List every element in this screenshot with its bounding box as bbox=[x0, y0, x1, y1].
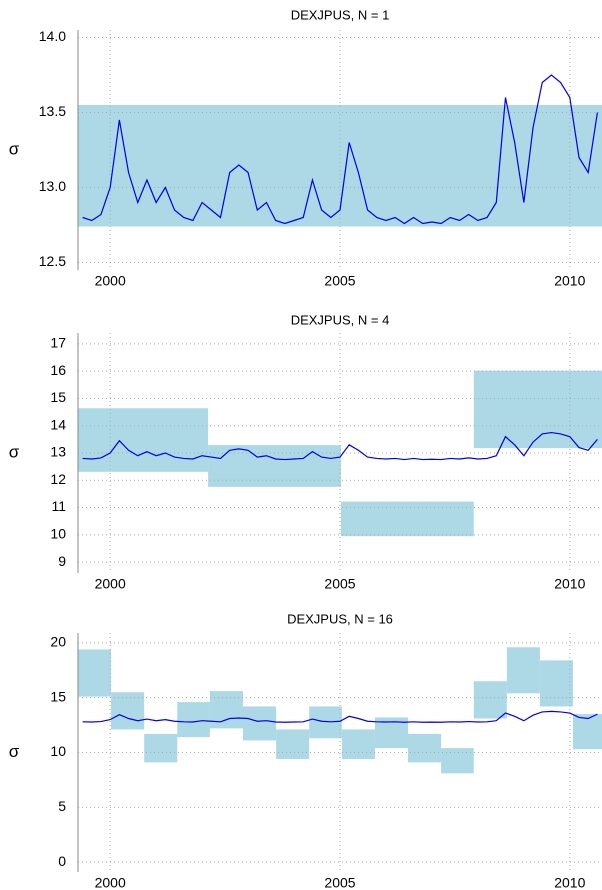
sigma-box bbox=[309, 706, 342, 739]
x-tick-label: 2010 bbox=[554, 576, 585, 592]
sigma-box bbox=[209, 691, 244, 729]
y-tick-label: 16 bbox=[50, 362, 66, 378]
sigma-box bbox=[441, 748, 474, 774]
sigma-box bbox=[78, 408, 209, 472]
y-tick-label: 0 bbox=[58, 853, 66, 869]
y-tick-label: 15 bbox=[50, 389, 66, 405]
y-tick-label: 20 bbox=[50, 634, 66, 650]
y-tick-label: 10 bbox=[50, 526, 66, 542]
x-tick-label: 2000 bbox=[95, 875, 126, 890]
y-tick-label: 10 bbox=[50, 743, 66, 759]
x-tick-label: 2005 bbox=[324, 875, 355, 890]
y-axis-label: σ bbox=[9, 139, 20, 158]
y-tick-label: 15 bbox=[50, 688, 66, 704]
y-tick-label: 17 bbox=[50, 335, 66, 351]
y-tick-label: 13.5 bbox=[39, 103, 66, 119]
sigma-box bbox=[473, 370, 602, 449]
sigma-box bbox=[177, 702, 210, 738]
panel: DEXJPUS, N = 16 σ 0 5 10 15 20 2000 2005 2010 bbox=[9, 611, 602, 890]
sigma-box bbox=[340, 501, 474, 537]
y-tick-label: 5 bbox=[58, 798, 66, 814]
y-tick-label: 11 bbox=[51, 498, 66, 514]
chart-title: DEXJPUS, N = 16 bbox=[287, 611, 393, 626]
x-tick-label: 2010 bbox=[554, 273, 585, 289]
sigma-box bbox=[506, 647, 540, 694]
y-axis-label: σ bbox=[9, 742, 20, 761]
series-line bbox=[82, 710, 598, 723]
series-line bbox=[82, 431, 598, 461]
sigma-box bbox=[243, 706, 277, 741]
sigma-box bbox=[78, 649, 112, 697]
sigma-box bbox=[341, 729, 375, 760]
chart-title: DEXJPUS, N = 1 bbox=[291, 7, 390, 22]
sigma-box bbox=[111, 692, 145, 730]
panel: DEXJPUS, N = 1 σ 12.5 13.0 13.5 14.0 2000 2005 2… bbox=[9, 7, 602, 289]
x-tick-label: 2005 bbox=[324, 576, 355, 592]
y-tick-label: 14 bbox=[50, 416, 66, 432]
series-line bbox=[82, 74, 598, 225]
x-tick-label: 2010 bbox=[554, 875, 585, 890]
y-tick-label: 14.0 bbox=[39, 28, 66, 44]
panel: DEXJPUS, N = 4 σ 9 10 11 12 13 14 15 16 17 2000 2005… bbox=[9, 312, 602, 592]
y-tick-label: 9 bbox=[58, 553, 66, 569]
y-axis-label: σ bbox=[9, 442, 20, 461]
x-tick-label: 2000 bbox=[95, 576, 126, 592]
y-tick-label: 13 bbox=[50, 444, 66, 460]
sigma-box bbox=[573, 714, 602, 750]
sigma-box bbox=[276, 729, 310, 760]
sigma-box bbox=[473, 681, 507, 719]
y-tick-label: 13.0 bbox=[39, 178, 66, 194]
y-tick-label: 12 bbox=[50, 471, 66, 487]
x-tick-label: 2005 bbox=[324, 273, 355, 289]
sigma-box bbox=[144, 733, 178, 763]
sigma-box bbox=[408, 733, 442, 763]
chart-title: DEXJPUS, N = 4 bbox=[291, 312, 390, 327]
x-tick-label: 2000 bbox=[95, 273, 126, 289]
y-tick-label: 12.5 bbox=[39, 253, 66, 269]
sigma-box bbox=[539, 660, 574, 707]
